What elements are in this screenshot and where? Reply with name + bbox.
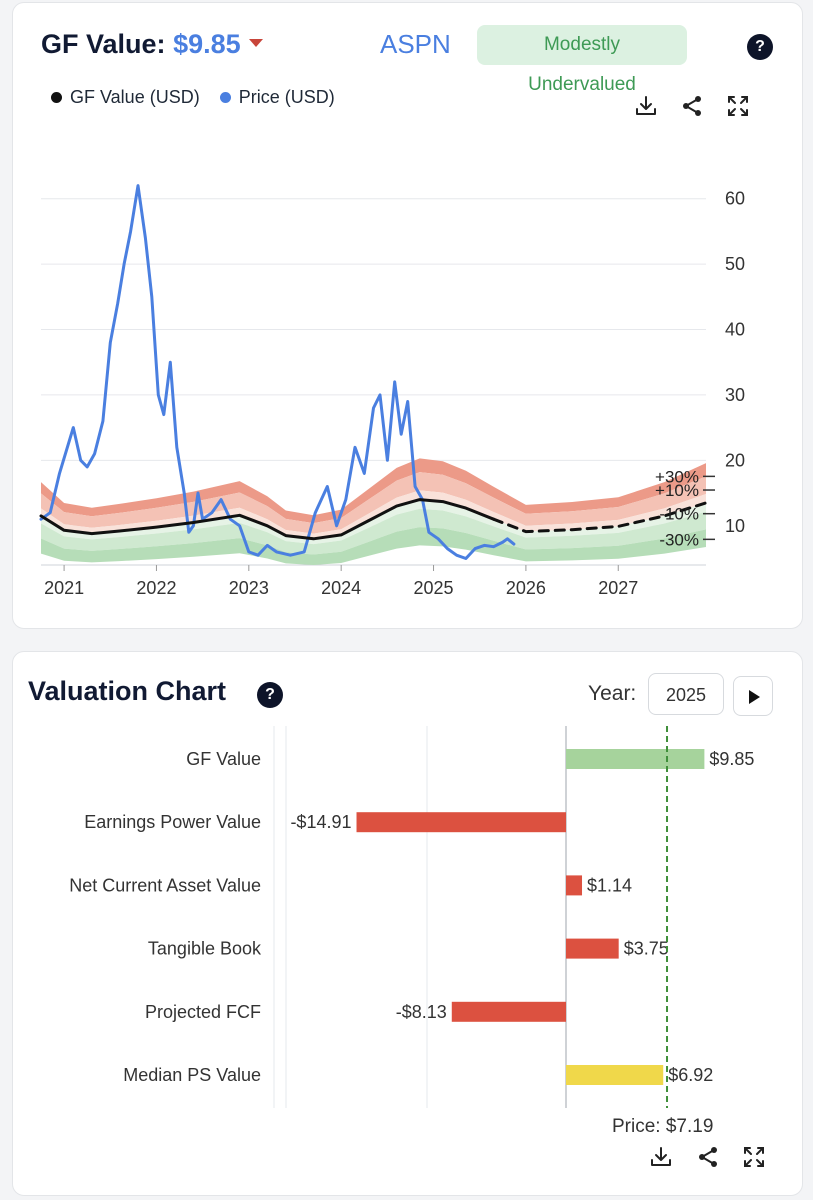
gf-value-price: $9.85 (173, 29, 241, 59)
category-label: GF Value (186, 749, 261, 769)
gf-value-card: GF Value: $9.85 ASPN Modestly Undervalue… (12, 2, 803, 629)
legend-price[interactable]: Price (USD) (238, 87, 335, 107)
band-label: +30% (655, 467, 699, 486)
band-label: -10% (659, 505, 699, 524)
y-tick-label: 30 (725, 385, 745, 405)
year-label: Year: (588, 682, 637, 705)
value-label: -$8.13 (396, 1002, 447, 1022)
category-label: Projected FCF (145, 1002, 261, 1022)
x-tick-label: 2027 (598, 578, 638, 598)
x-tick-label: 2026 (506, 578, 546, 598)
gf-value-chart: 10 20 30 40 50 60 2021 2022 2023 2024 2025 2026 202… (39, 184, 745, 598)
value-label: $3.75 (624, 939, 669, 959)
category-label: Tangible Book (148, 939, 262, 959)
x-tick-label: 2023 (229, 578, 269, 598)
price-reference-label: Price: $7.19 (612, 1116, 714, 1137)
band-above-30 (41, 458, 706, 524)
band-below-minus-30 (41, 527, 706, 565)
valuation-expand-icon[interactable] (741, 1144, 767, 1170)
band-label: -30% (659, 530, 699, 549)
legend-gf-value[interactable]: GF Value (USD) (70, 87, 200, 107)
valuation-download-icon[interactable] (648, 1144, 674, 1170)
x-tick-label: 2022 (136, 578, 176, 598)
x-tick-label: 2024 (321, 578, 361, 598)
play-button[interactable] (733, 676, 773, 716)
value-label: $1.14 (587, 875, 632, 895)
price-series-line (39, 184, 516, 560)
help-icon[interactable]: ? (747, 34, 773, 60)
y-tick-label: 20 (725, 450, 745, 470)
year-select[interactable]: 2025 (648, 673, 724, 715)
gf-value-header: GF Value: $9.85 (41, 29, 263, 60)
valuation-bar (451, 1001, 566, 1022)
valuation-bar (356, 812, 566, 833)
valuation-bar-chart: GF Value $9.85 Earnings Power Value -$14.91… (69, 726, 754, 1108)
y-tick-label: 10 (725, 516, 745, 536)
valuation-share-icon[interactable] (695, 1144, 721, 1170)
value-label: $6.92 (668, 1065, 713, 1085)
legend-price-marker (219, 92, 231, 103)
y-tick-label: 40 (725, 320, 745, 340)
category-label: Net Current Asset Value (69, 875, 261, 895)
valuation-help-icon[interactable]: ? (257, 682, 283, 708)
band-minus-10-to-0 (41, 499, 706, 545)
legend-gf-value-marker (51, 92, 62, 103)
valuation-chart-title: Valuation Chart (28, 676, 226, 707)
download-icon[interactable] (633, 93, 659, 119)
band-label: +10% (655, 481, 699, 500)
y-tick-label: 60 (725, 189, 745, 209)
x-tick-label: 2025 (414, 578, 454, 598)
gf-value-label: GF Value: (41, 29, 166, 59)
share-icon[interactable] (679, 93, 705, 119)
x-tick-label: 2021 (44, 578, 84, 598)
valuation-card (12, 651, 803, 1196)
y-tick-label: 50 (725, 254, 745, 274)
valuation-status-badge: Modestly Undervalued (477, 25, 687, 95)
value-label: -$14.91 (290, 812, 351, 832)
gf-value-projection-line (492, 501, 708, 534)
valuation-bar (566, 938, 619, 959)
band-10-to-30 (41, 472, 706, 534)
band-minus-30-to-10 (41, 508, 706, 555)
expand-icon[interactable] (725, 93, 751, 119)
valuation-bar (566, 875, 583, 896)
valuation-bar (566, 749, 705, 769)
valuation-bar (566, 1065, 664, 1085)
category-label: Median PS Value (123, 1065, 261, 1085)
value-label: $9.85 (709, 749, 754, 769)
valuation-title-text: Valuation Chart (28, 676, 227, 706)
caret-down-icon (248, 38, 263, 47)
category-label: Earnings Power Value (84, 812, 261, 832)
gf-value-series-line (39, 498, 496, 541)
ticker-symbol[interactable]: ASPN (380, 29, 451, 59)
band-0-to-10 (41, 490, 706, 539)
chart-legend: GF Value (USD) Price (USD) (51, 87, 335, 108)
